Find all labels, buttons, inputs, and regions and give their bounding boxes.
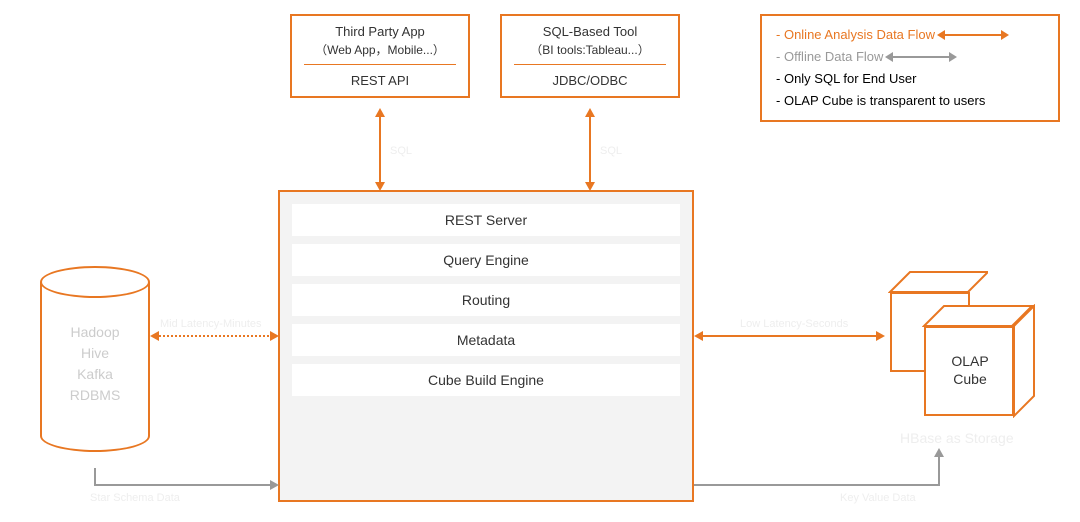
datasource-cylinder: Hadoop Hive Kafka RDBMS bbox=[40, 282, 150, 452]
divider bbox=[514, 64, 666, 65]
legend-item-offline: - Offline Data Flow bbox=[776, 46, 1044, 68]
olap-cube-label: OLAPCube bbox=[940, 352, 1000, 388]
legend-box: - Online Analysis Data Flow - Offline Da… bbox=[760, 14, 1060, 122]
double-arrow-icon bbox=[891, 56, 951, 58]
arrowhead-up-icon bbox=[934, 448, 944, 457]
offline-arrow-left-h bbox=[94, 484, 272, 486]
arrowhead-right-icon bbox=[270, 480, 279, 490]
layer-metadata: Metadata bbox=[292, 324, 680, 356]
storage-label: HBase as Storage bbox=[900, 430, 1014, 446]
client-subtitle: （BI tools:Tableau...） bbox=[502, 41, 678, 58]
divider bbox=[304, 64, 456, 65]
ds-line: Hive bbox=[42, 343, 148, 364]
arrow-routing-olap bbox=[700, 335, 878, 337]
legend-text: OLAP Cube is transparent to users bbox=[784, 93, 985, 108]
layer-rest-server: REST Server bbox=[292, 204, 680, 236]
layer-routing: Routing bbox=[292, 284, 680, 316]
arrowhead-right-icon bbox=[270, 331, 279, 341]
arrow-client1-core bbox=[379, 113, 381, 185]
offline-arrow-right-h bbox=[694, 484, 940, 486]
legend-text: Online Analysis Data Flow bbox=[784, 27, 935, 42]
arrowhead-right-icon bbox=[876, 331, 885, 341]
legend-text: Offline Data Flow bbox=[784, 49, 883, 64]
ds-line: Kafka bbox=[42, 364, 148, 385]
mid-latency-label: Mid Latency-Minutes bbox=[160, 318, 262, 330]
layer-query-engine: Query Engine bbox=[292, 244, 680, 276]
star-schema-label: Star Schema Data bbox=[90, 492, 180, 504]
double-arrow-icon bbox=[943, 34, 1003, 36]
core-panel: REST Server Query Engine Routing Metadat… bbox=[278, 190, 694, 502]
cube-front-side bbox=[1012, 304, 1036, 423]
client-title: SQL-Based Tool bbox=[502, 22, 678, 41]
client-box-sql-tool: SQL-Based Tool （BI tools:Tableau...） JDB… bbox=[500, 14, 680, 98]
arrow-routing-datasource bbox=[156, 335, 272, 337]
client-title: Third Party App bbox=[292, 22, 468, 41]
client-box-third-party: Third Party App （Web App，Mobile...） REST… bbox=[290, 14, 470, 98]
cylinder-top-icon bbox=[40, 266, 150, 298]
arrowhead-up-icon bbox=[585, 108, 595, 117]
layer-cube-build: Cube Build Engine bbox=[292, 364, 680, 396]
client-api: JDBC/ODBC bbox=[502, 69, 678, 90]
arrowhead-down-icon bbox=[585, 182, 595, 191]
legend-item-sql: - Only SQL for End User bbox=[776, 68, 1044, 90]
sql-label: SQL bbox=[600, 145, 622, 157]
offline-arrow-left-v bbox=[94, 468, 96, 485]
ds-line: Hadoop bbox=[42, 322, 148, 343]
arrowhead-down-icon bbox=[375, 182, 385, 191]
legend-text: Only SQL for End User bbox=[784, 71, 916, 86]
offline-arrow-right-v bbox=[938, 455, 940, 486]
ds-line: RDBMS bbox=[42, 385, 148, 406]
sql-label: SQL bbox=[390, 145, 412, 157]
key-value-label: Key Value Data bbox=[840, 492, 916, 504]
client-subtitle: （Web App，Mobile...） bbox=[292, 41, 468, 58]
arrowhead-left-icon bbox=[150, 331, 159, 341]
arrowhead-up-icon bbox=[375, 108, 385, 117]
arrowhead-left-icon bbox=[694, 331, 703, 341]
datasource-labels: Hadoop Hive Kafka RDBMS bbox=[42, 322, 148, 406]
low-latency-label: Low Latency-Seconds bbox=[740, 318, 848, 330]
legend-item-olap: - OLAP Cube is transparent to users bbox=[776, 90, 1044, 112]
legend-item-online: - Online Analysis Data Flow bbox=[776, 24, 1044, 46]
client-api: REST API bbox=[292, 69, 468, 90]
arrow-client2-core bbox=[589, 113, 591, 185]
